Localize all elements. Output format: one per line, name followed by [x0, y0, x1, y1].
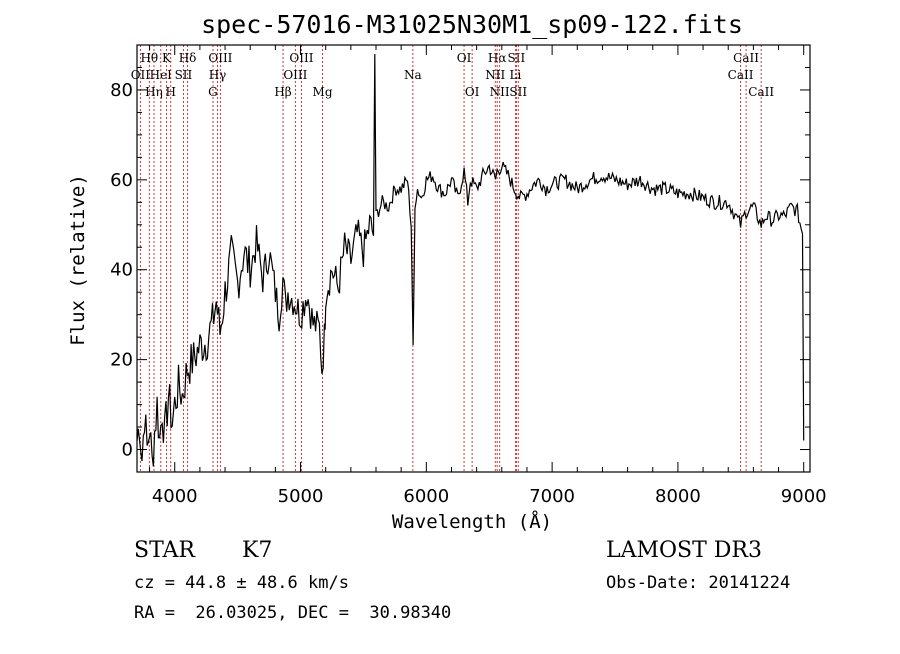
y-tick-label-80: 80: [110, 80, 133, 101]
y-tick-label-0: 0: [122, 440, 133, 461]
line-label-5: H: [165, 85, 175, 99]
plot-frame: [136, 44, 811, 473]
line-label-14: Mg: [313, 85, 333, 99]
line-label-23: SII: [509, 85, 527, 99]
line-label-25: CaII: [728, 68, 754, 82]
line-label-7: SII: [175, 68, 193, 82]
line-label-22: NII: [490, 85, 510, 99]
line-label-20: NII: [485, 68, 505, 82]
x-tick-label-4000: 4000: [152, 486, 198, 507]
line-label-8: OIII: [208, 51, 232, 65]
x-axis-label: Wavelength (Å): [392, 510, 552, 533]
y-tick-label-60: 60: [110, 170, 133, 191]
line-label-13: Hβ: [274, 85, 291, 99]
y-tick-label-40: 40: [110, 260, 133, 281]
line-label-6: Hδ: [179, 51, 197, 65]
line-label-0: Hθ: [140, 51, 158, 65]
line-label-18: Hα: [488, 51, 507, 65]
x-tick-label-6000: 6000: [403, 486, 449, 507]
x-tick-label-9000: 9000: [781, 486, 827, 507]
coordinates: RA = 26.03025, DEC = 30.98340: [134, 603, 452, 623]
x-tick-label-5000: 5000: [278, 486, 324, 507]
line-label-10: G: [208, 85, 218, 99]
line-label-11: OIII: [289, 51, 313, 65]
y-axis-label: Flux (relative): [67, 174, 89, 346]
line-label-1: OII: [131, 68, 151, 82]
spectrum-line: [136, 53, 805, 467]
line-label-12: OIII: [283, 68, 307, 82]
line-label-21: Li: [509, 68, 521, 82]
line-label-26: CaII: [748, 85, 774, 99]
line-label-24: CaII: [733, 51, 759, 65]
axis-ticks: 4000 5000 6000 7000 8000 9000 0 20 40 60 80: [110, 45, 827, 507]
x-tick-label-7000: 7000: [529, 486, 575, 507]
line-label-4: HeI: [150, 68, 173, 82]
line-label-19: SII: [508, 51, 526, 65]
observation-date: Obs-Date: 20141224: [606, 573, 791, 593]
line-label-9: Hγ: [209, 68, 227, 82]
chart-title: spec-57016-M31025N30M1_sp09-122.fits: [201, 10, 743, 39]
redshift-velocity: cz = 44.8 ± 48.6 km/s: [134, 573, 349, 593]
line-label-2: Hη: [145, 85, 163, 99]
line-markers: Hθ OII Hη K HeI H Hδ SII OIII Hγ G OIII OIII Hβ Mg Na OI…: [131, 45, 774, 472]
line-label-17: OI: [465, 85, 480, 99]
line-label-15: Na: [404, 68, 422, 82]
y-tick-label-20: 20: [110, 350, 133, 371]
survey-name: LAMOST DR3: [606, 538, 762, 563]
line-label-3: K: [162, 51, 172, 65]
x-tick-label-8000: 8000: [655, 486, 701, 507]
object-class: STAR: [134, 538, 195, 563]
object-subclass: K7: [242, 538, 273, 563]
line-label-16: OI: [457, 51, 472, 65]
